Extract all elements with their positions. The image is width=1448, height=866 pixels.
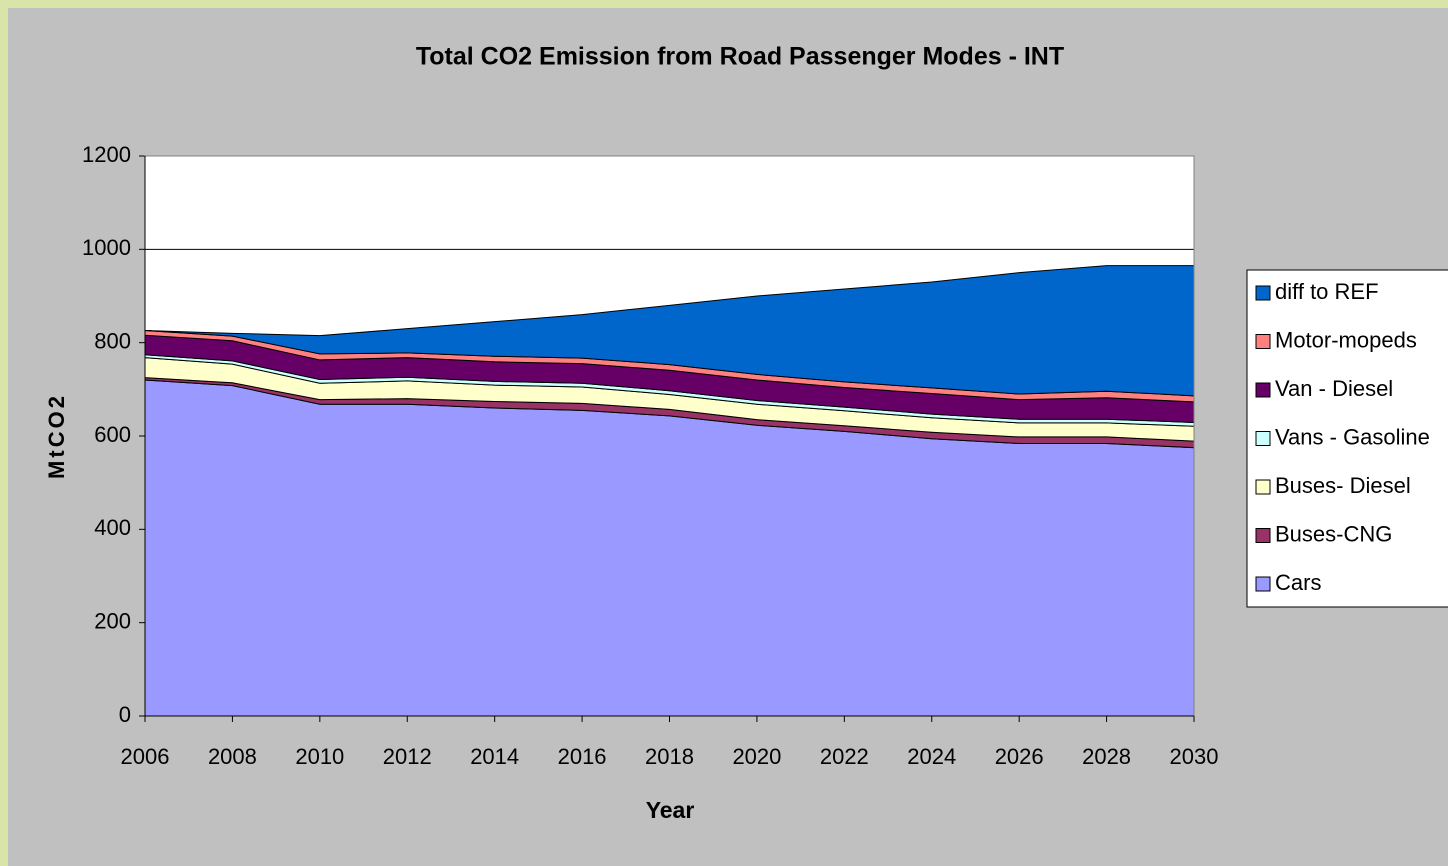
x-tick-label: 2024	[907, 744, 956, 769]
y-tick-label: 200	[94, 608, 131, 633]
x-tick-label: 2016	[558, 744, 607, 769]
legend-label: diff to REF	[1275, 279, 1379, 304]
y-tick-label: 400	[94, 515, 131, 540]
y-tick-label: 1000	[82, 235, 131, 260]
legend-swatch	[1255, 382, 1271, 398]
x-tick-label: 2014	[470, 744, 519, 769]
legend-swatch	[1255, 528, 1271, 543]
y-tick-label: 600	[94, 422, 131, 447]
x-tick-label: 2008	[208, 744, 257, 769]
y-tick-label: 1200	[82, 142, 131, 167]
x-tick-label: 2020	[732, 744, 781, 769]
legend-swatch	[1255, 334, 1271, 349]
legend-label: Buses- Diesel	[1275, 473, 1411, 498]
x-axis-label: Year	[646, 797, 695, 823]
legend-swatch	[1255, 576, 1271, 592]
legend-swatch	[1255, 479, 1271, 495]
legend-label: Buses-CNG	[1275, 521, 1392, 546]
legend-label: Cars	[1275, 570, 1321, 595]
x-tick-label: 2012	[383, 744, 432, 769]
legend-label: Motor-mopeds	[1275, 327, 1417, 352]
x-tick-label: 2028	[1082, 744, 1131, 769]
y-tick-label: 0	[119, 702, 131, 727]
legend-swatch	[1255, 431, 1271, 446]
legend-swatch	[1255, 285, 1271, 301]
legend-label: Van - Diesel	[1275, 376, 1393, 401]
x-tick-label: 2006	[121, 744, 170, 769]
y-tick-label: 800	[94, 328, 131, 353]
y-axis-label: MtCO2	[44, 393, 69, 479]
x-tick-label: 2022	[820, 744, 869, 769]
legend	[1246, 269, 1448, 608]
x-tick-label: 2026	[995, 744, 1044, 769]
x-tick-label: 2010	[295, 744, 344, 769]
x-tick-label: 2030	[1170, 744, 1219, 769]
x-tick-label: 2018	[645, 744, 694, 769]
legend-label: Vans - Gasoline	[1275, 424, 1430, 449]
chart-title: Total CO2 Emission from Road Passenger M…	[416, 43, 1064, 71]
